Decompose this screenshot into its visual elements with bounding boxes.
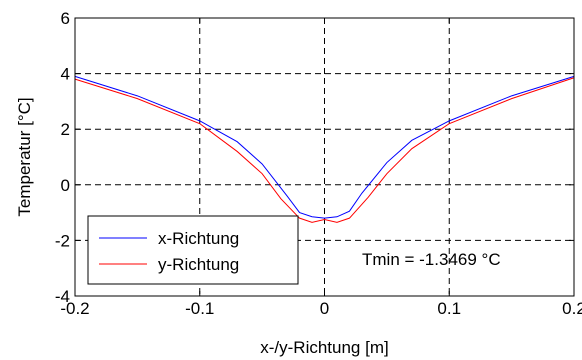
legend: x-Richtung y-Richtung: [87, 215, 299, 285]
x-tick-label: 0: [320, 299, 329, 318]
x-tick-label: -0.2: [60, 299, 89, 318]
x-tick-label: 0.2: [562, 299, 582, 318]
y-axis-label: Temperatur [°C]: [15, 97, 34, 216]
y-tick-label: -2: [55, 231, 70, 250]
tmin-annotation: Tmin = -1.3469 °C: [362, 250, 501, 269]
y-tick-label: 4: [61, 65, 70, 84]
series-line-y-richtung: [74, 77, 575, 223]
legend-label-y-richtung: y-Richtung: [158, 255, 239, 274]
x-axis-label: x-/y-Richtung [m]: [260, 338, 388, 357]
y-tick-label: -4: [55, 287, 70, 306]
series-group: [74, 75, 575, 223]
x-tick-label: 0.1: [437, 299, 461, 318]
x-tick-label: -0.1: [185, 299, 214, 318]
y-tick-label: 6: [61, 9, 70, 28]
y-tick-label: 2: [61, 120, 70, 139]
legend-box: [87, 215, 299, 285]
tick-group: -0.2 -0.1 0 0.1 0.2 -4 -2 0 2 4 6: [55, 9, 582, 318]
series-line-x-richtung: [74, 75, 575, 219]
y-tick-label: 0: [61, 176, 70, 195]
legend-label-x-richtung: x-Richtung: [158, 229, 239, 248]
